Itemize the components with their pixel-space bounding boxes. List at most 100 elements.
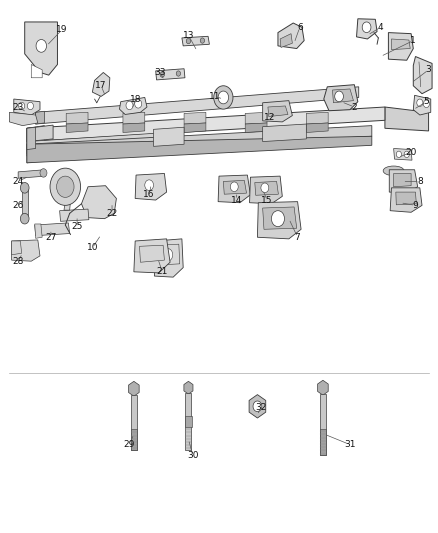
Text: 8: 8 xyxy=(417,177,423,186)
Circle shape xyxy=(404,151,410,158)
Polygon shape xyxy=(413,56,432,94)
Polygon shape xyxy=(263,124,306,142)
Text: 11: 11 xyxy=(209,92,220,101)
Circle shape xyxy=(126,101,133,110)
Polygon shape xyxy=(27,133,166,154)
Polygon shape xyxy=(140,245,164,262)
Text: 32: 32 xyxy=(255,403,266,412)
Polygon shape xyxy=(134,239,170,273)
Polygon shape xyxy=(12,240,40,261)
Polygon shape xyxy=(135,173,166,200)
Circle shape xyxy=(230,182,238,191)
Polygon shape xyxy=(27,107,385,142)
Polygon shape xyxy=(385,107,428,131)
Polygon shape xyxy=(64,200,71,210)
Text: 23: 23 xyxy=(12,102,24,111)
Polygon shape xyxy=(92,72,110,96)
Text: 25: 25 xyxy=(71,222,83,231)
Circle shape xyxy=(186,38,191,44)
Polygon shape xyxy=(35,111,44,124)
Text: 31: 31 xyxy=(344,440,356,449)
Polygon shape xyxy=(66,123,88,133)
Text: 7: 7 xyxy=(295,233,300,242)
Polygon shape xyxy=(131,429,138,450)
Polygon shape xyxy=(394,173,411,187)
Text: 4: 4 xyxy=(378,23,383,32)
Text: 33: 33 xyxy=(154,68,166,77)
Polygon shape xyxy=(394,149,412,160)
Polygon shape xyxy=(306,123,328,133)
Text: 3: 3 xyxy=(426,66,431,74)
Circle shape xyxy=(18,102,25,110)
Polygon shape xyxy=(324,85,358,111)
Polygon shape xyxy=(21,187,28,220)
Polygon shape xyxy=(268,106,288,117)
Polygon shape xyxy=(25,22,57,75)
Polygon shape xyxy=(184,112,206,124)
Text: 6: 6 xyxy=(297,23,303,32)
Polygon shape xyxy=(250,176,283,204)
Circle shape xyxy=(335,91,343,102)
Text: 22: 22 xyxy=(106,209,118,218)
Polygon shape xyxy=(184,381,193,394)
Polygon shape xyxy=(223,180,247,194)
Text: 16: 16 xyxy=(143,190,155,199)
Text: 19: 19 xyxy=(56,26,67,35)
Polygon shape xyxy=(60,209,89,221)
Polygon shape xyxy=(35,87,359,124)
Circle shape xyxy=(20,213,29,224)
Circle shape xyxy=(176,71,180,76)
Polygon shape xyxy=(154,239,183,277)
Circle shape xyxy=(27,102,33,110)
Polygon shape xyxy=(185,393,191,450)
Polygon shape xyxy=(66,112,88,124)
Polygon shape xyxy=(306,112,328,124)
Polygon shape xyxy=(18,169,45,178)
Polygon shape xyxy=(120,98,147,115)
Polygon shape xyxy=(280,34,292,47)
Circle shape xyxy=(40,168,47,177)
Circle shape xyxy=(261,183,269,192)
Polygon shape xyxy=(263,101,292,122)
Polygon shape xyxy=(155,69,185,80)
Polygon shape xyxy=(245,112,267,124)
Polygon shape xyxy=(389,33,413,60)
Circle shape xyxy=(135,100,142,108)
Text: 20: 20 xyxy=(406,148,417,157)
Polygon shape xyxy=(320,429,326,455)
Circle shape xyxy=(362,22,371,33)
Polygon shape xyxy=(389,169,418,193)
Circle shape xyxy=(424,100,429,108)
Polygon shape xyxy=(81,185,117,219)
Polygon shape xyxy=(129,381,139,396)
Text: 26: 26 xyxy=(12,201,24,210)
Polygon shape xyxy=(184,416,192,427)
Text: 30: 30 xyxy=(187,451,198,460)
Text: 10: 10 xyxy=(87,244,98,253)
Polygon shape xyxy=(31,64,42,78)
Polygon shape xyxy=(27,125,53,142)
Text: 29: 29 xyxy=(124,440,135,449)
Polygon shape xyxy=(258,201,301,239)
Text: 17: 17 xyxy=(95,81,107,90)
Polygon shape xyxy=(357,19,377,39)
Circle shape xyxy=(145,180,153,190)
Circle shape xyxy=(50,168,81,205)
Circle shape xyxy=(200,38,205,43)
Polygon shape xyxy=(10,112,38,126)
Polygon shape xyxy=(27,126,372,156)
Text: 12: 12 xyxy=(264,113,275,122)
Polygon shape xyxy=(392,39,410,50)
Circle shape xyxy=(253,401,262,411)
Polygon shape xyxy=(27,126,44,163)
Text: 18: 18 xyxy=(130,94,142,103)
Text: 5: 5 xyxy=(424,97,429,106)
Circle shape xyxy=(214,86,233,109)
Polygon shape xyxy=(320,394,326,455)
Polygon shape xyxy=(123,123,145,133)
Polygon shape xyxy=(413,95,431,115)
Circle shape xyxy=(162,248,173,261)
Polygon shape xyxy=(249,394,266,418)
Circle shape xyxy=(160,72,164,77)
Text: 24: 24 xyxy=(13,177,24,186)
